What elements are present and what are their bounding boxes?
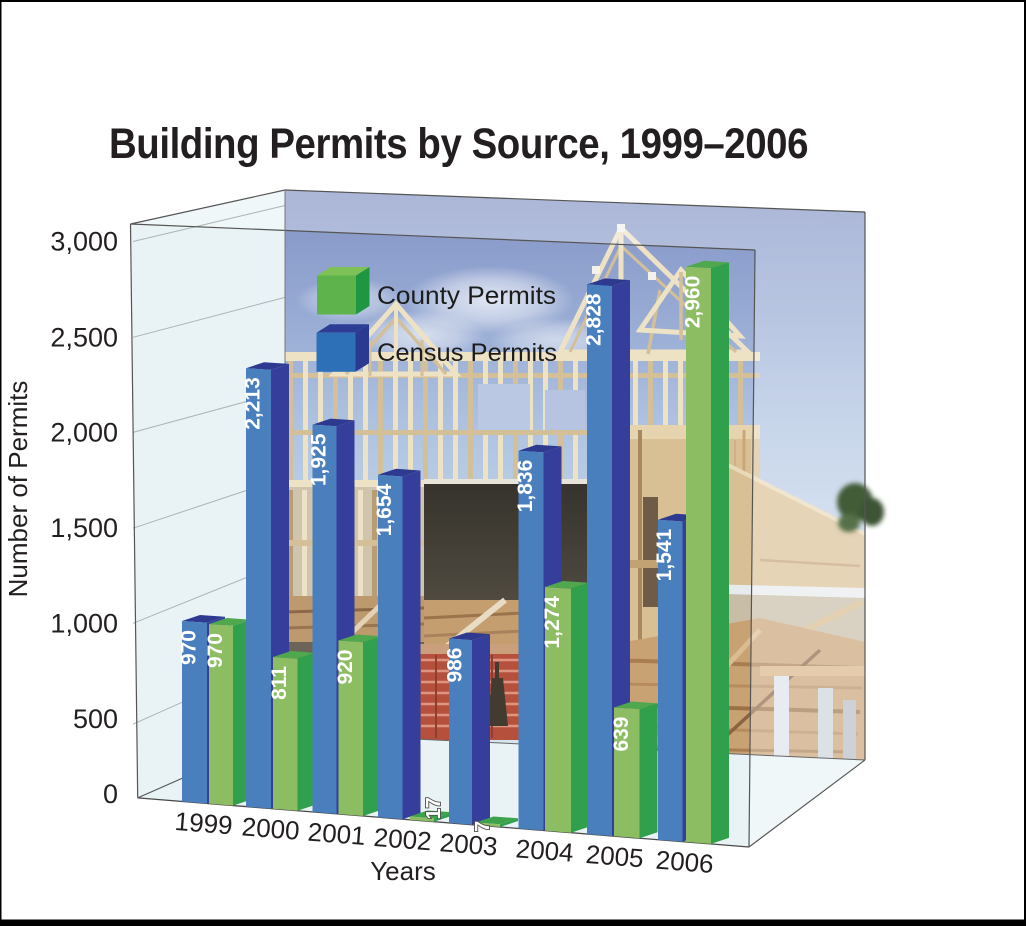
svg-text:0: 0 <box>103 779 118 809</box>
svg-text:639: 639 <box>610 717 633 752</box>
svg-text:2003: 2003 <box>439 827 499 861</box>
svg-text:1,925: 1,925 <box>308 433 331 486</box>
svg-text:17: 17 <box>423 797 445 819</box>
svg-text:2,960: 2,960 <box>682 276 705 329</box>
svg-text:Number of Permits: Number of Permits <box>3 381 33 598</box>
svg-text:7: 7 <box>472 821 494 832</box>
svg-text:Census Permits: Census Permits <box>377 339 557 367</box>
svg-text:970: 970 <box>204 633 227 668</box>
svg-text:1,654: 1,654 <box>373 483 396 536</box>
svg-text:7: 7 <box>472 821 494 832</box>
svg-text:920: 920 <box>334 650 357 685</box>
svg-text:3,000: 3,000 <box>50 227 118 257</box>
svg-text:2002: 2002 <box>373 822 433 856</box>
svg-text:986: 986 <box>444 648 467 683</box>
svg-text:2006: 2006 <box>655 845 715 879</box>
svg-text:1,274: 1,274 <box>541 596 564 649</box>
svg-text:2005: 2005 <box>585 839 645 873</box>
svg-text:1999: 1999 <box>174 806 234 840</box>
svg-text:1,500: 1,500 <box>50 513 118 543</box>
svg-text:2,213: 2,213 <box>242 377 265 430</box>
svg-text:2,828: 2,828 <box>583 293 606 346</box>
svg-text:Years: Years <box>370 856 436 886</box>
svg-text:970: 970 <box>178 630 201 665</box>
svg-text:2004: 2004 <box>515 833 575 867</box>
svg-text:2001: 2001 <box>307 817 367 851</box>
svg-text:500: 500 <box>73 704 118 734</box>
svg-text:2,500: 2,500 <box>50 322 118 352</box>
svg-text:2,000: 2,000 <box>50 417 118 447</box>
svg-text:County Permits: County Permits <box>377 282 556 310</box>
svg-text:1,836: 1,836 <box>514 460 537 513</box>
svg-text:811: 811 <box>268 666 291 700</box>
svg-text:Building Permits by Source, 19: Building Permits by Source, 1999–2006 <box>109 120 808 168</box>
svg-text:2000: 2000 <box>241 811 301 845</box>
svg-text:1,000: 1,000 <box>50 608 118 638</box>
svg-text:1,541: 1,541 <box>653 528 676 581</box>
svg-text:17: 17 <box>423 797 445 819</box>
